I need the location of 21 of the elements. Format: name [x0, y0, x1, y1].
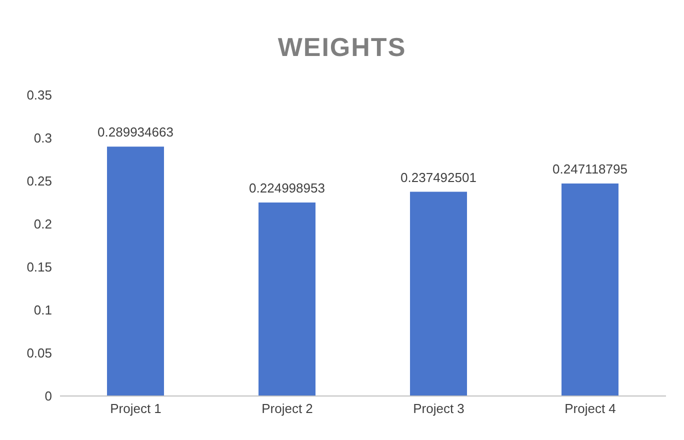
bar [562, 183, 618, 396]
y-tick-label: 0.2 [34, 216, 52, 232]
chart-title: WEIGHTS [276, 32, 408, 63]
y-tick-label: 0 [44, 388, 52, 404]
y-tick-label: 0.15 [26, 260, 52, 275]
x-tick-label: Project 1 [110, 401, 162, 416]
y-tick-label: 0.3 [34, 130, 52, 146]
bar [410, 192, 467, 396]
data-label: 0.289934663 [98, 124, 174, 140]
y-tick-label: 0.25 [26, 174, 52, 189]
y-tick-label: 0.1 [34, 302, 52, 318]
x-tick-label: Project 2 [262, 401, 313, 416]
data-label: 0.224998953 [249, 180, 325, 196]
data-label: 0.247118795 [552, 161, 628, 176]
bar [107, 146, 164, 396]
x-tick-label: Project 4 [564, 401, 616, 416]
y-tick-label: 0.05 [26, 346, 52, 361]
bar [258, 202, 316, 396]
y-tick-label: 0.35 [26, 88, 52, 103]
data-label: 0.237492501 [400, 170, 476, 185]
x-tick-label: Project 3 [413, 401, 464, 416]
